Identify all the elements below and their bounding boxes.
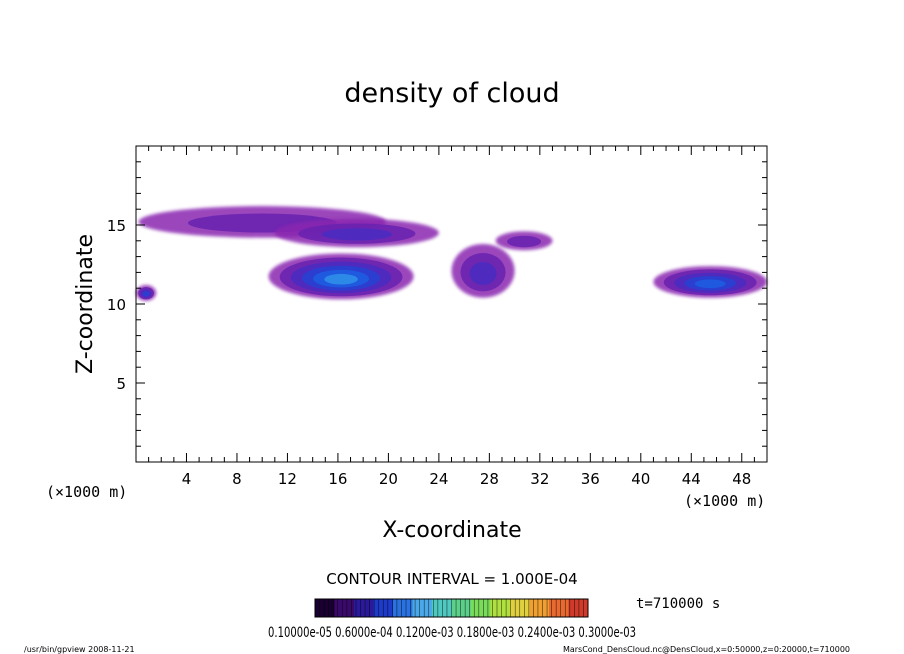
- colorbar-swatch: [354, 599, 374, 617]
- cloud-main-core: [268, 253, 414, 300]
- colorbar-swatch: [490, 599, 511, 617]
- time-label: t=710000 s: [636, 596, 720, 612]
- x-tick-label: 44: [682, 470, 701, 488]
- y-axis-label: Z-coordinate: [73, 234, 98, 374]
- colorbar-swatch: [568, 599, 589, 617]
- x-unit-right: (×1000 m): [684, 492, 765, 510]
- colorbar-swatch: [549, 599, 569, 617]
- cloud-upper-mid: [274, 218, 439, 248]
- x-tick-label: 32: [530, 470, 549, 488]
- x-tick-label: 8: [232, 470, 242, 488]
- cloud-far-right: [653, 266, 768, 298]
- cloud-layer: [136, 206, 768, 301]
- x-axis-label: X-coordinate: [382, 518, 521, 543]
- x-tick-label: 40: [631, 470, 650, 488]
- y-tick-label: 15: [107, 217, 126, 235]
- cloud-left-edge: [136, 285, 157, 301]
- x-tick-label: 24: [429, 470, 448, 488]
- colorbar-frame: [314, 598, 589, 618]
- x-tick-label: 12: [278, 470, 297, 488]
- colorbar: [314, 599, 589, 617]
- colorbar-swatch: [334, 599, 355, 617]
- axis-ticks: [136, 146, 767, 462]
- x-tick-label: 20: [379, 470, 398, 488]
- x-tick-label: 48: [732, 470, 751, 488]
- y-tick-label: 5: [116, 375, 126, 393]
- chart-title: density of cloud: [344, 78, 559, 109]
- y-tick-label: 10: [107, 296, 126, 314]
- colorbar-labels: 0.10000e-05 0.6000e-04 0.1200e-03 0.1800…: [268, 625, 636, 641]
- colorbar-swatch: [432, 599, 452, 617]
- colorbar-swatch: [412, 599, 433, 617]
- footer-left: /usr/bin/gpview 2008-11-21: [24, 645, 135, 654]
- colorbar-swatch: [393, 599, 413, 617]
- colorbar-swatch: [315, 599, 335, 617]
- cloud-right-mid: [451, 243, 515, 298]
- x-tick-label: 36: [581, 470, 600, 488]
- cloud-right-top: [495, 231, 553, 251]
- plot-frame: [135, 145, 768, 463]
- y-tick-labels: 5 10 15: [107, 217, 126, 393]
- x-unit-left: (×1000 m): [46, 483, 127, 501]
- x-tick-label: 28: [480, 470, 499, 488]
- x-tick-label: 16: [328, 470, 347, 488]
- colorbar-swatch: [471, 599, 491, 617]
- footer-right: MarsCond_DensCloud.nc@DensCloud,x=0:5000…: [563, 645, 850, 654]
- colorbar-swatch: [529, 599, 550, 617]
- colorbar-swatch: [451, 599, 472, 617]
- x-tick-label: 4: [182, 470, 192, 488]
- x-tick-labels: 4 8 12 16 20 24 28 32 36 40 44 48: [182, 470, 752, 488]
- contour-interval: CONTOUR INTERVAL = 1.000E-04: [326, 570, 577, 588]
